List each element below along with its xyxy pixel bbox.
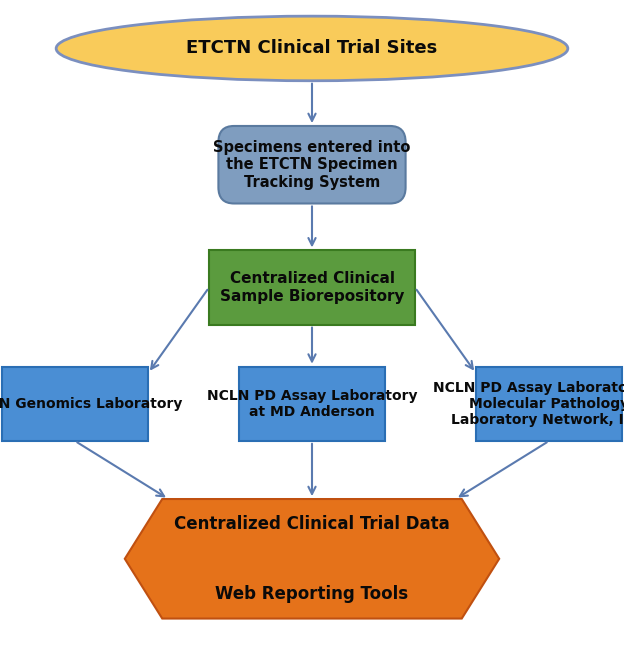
FancyBboxPatch shape [238,367,385,441]
Polygon shape [125,499,499,619]
Text: Centralized Clinical Trial Data

Web Reporting Tools: Centralized Clinical Trial Data Web Repo… [174,515,450,603]
FancyBboxPatch shape [218,126,406,203]
Ellipse shape [56,16,568,81]
FancyBboxPatch shape [2,367,148,441]
FancyBboxPatch shape [475,367,622,441]
Text: NCLN PD Assay Laboratory at
Molecular Pathology
Laboratory Network, Inc.: NCLN PD Assay Laboratory at Molecular Pa… [434,380,624,427]
Text: Centralized Clinical
Sample Biorepository: Centralized Clinical Sample Biorepositor… [220,271,404,304]
Text: Specimens entered into
the ETCTN Specimen
Tracking System: Specimens entered into the ETCTN Specime… [213,140,411,190]
Text: NCLN PD Assay Laboratory
at MD Anderson: NCLN PD Assay Laboratory at MD Anderson [207,389,417,419]
Text: NCLN Genomics Laboratory: NCLN Genomics Laboratory [0,397,182,411]
FancyBboxPatch shape [209,250,415,324]
Text: ETCTN Clinical Trial Sites: ETCTN Clinical Trial Sites [187,39,437,57]
